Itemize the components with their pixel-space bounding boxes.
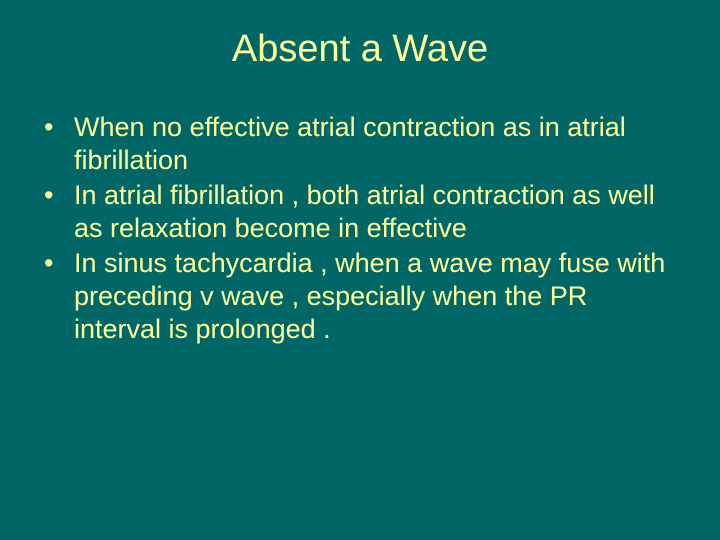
- list-item: When no effective atrial contraction as …: [42, 111, 680, 177]
- slide-title: Absent a Wave: [0, 0, 720, 111]
- list-item: In sinus tachycardia , when a wave may f…: [42, 247, 680, 346]
- bullet-list: When no effective atrial contraction as …: [0, 111, 720, 346]
- slide: Absent a Wave When no effective atrial c…: [0, 0, 720, 540]
- list-item: In atrial fibrillation , both atrial con…: [42, 179, 680, 245]
